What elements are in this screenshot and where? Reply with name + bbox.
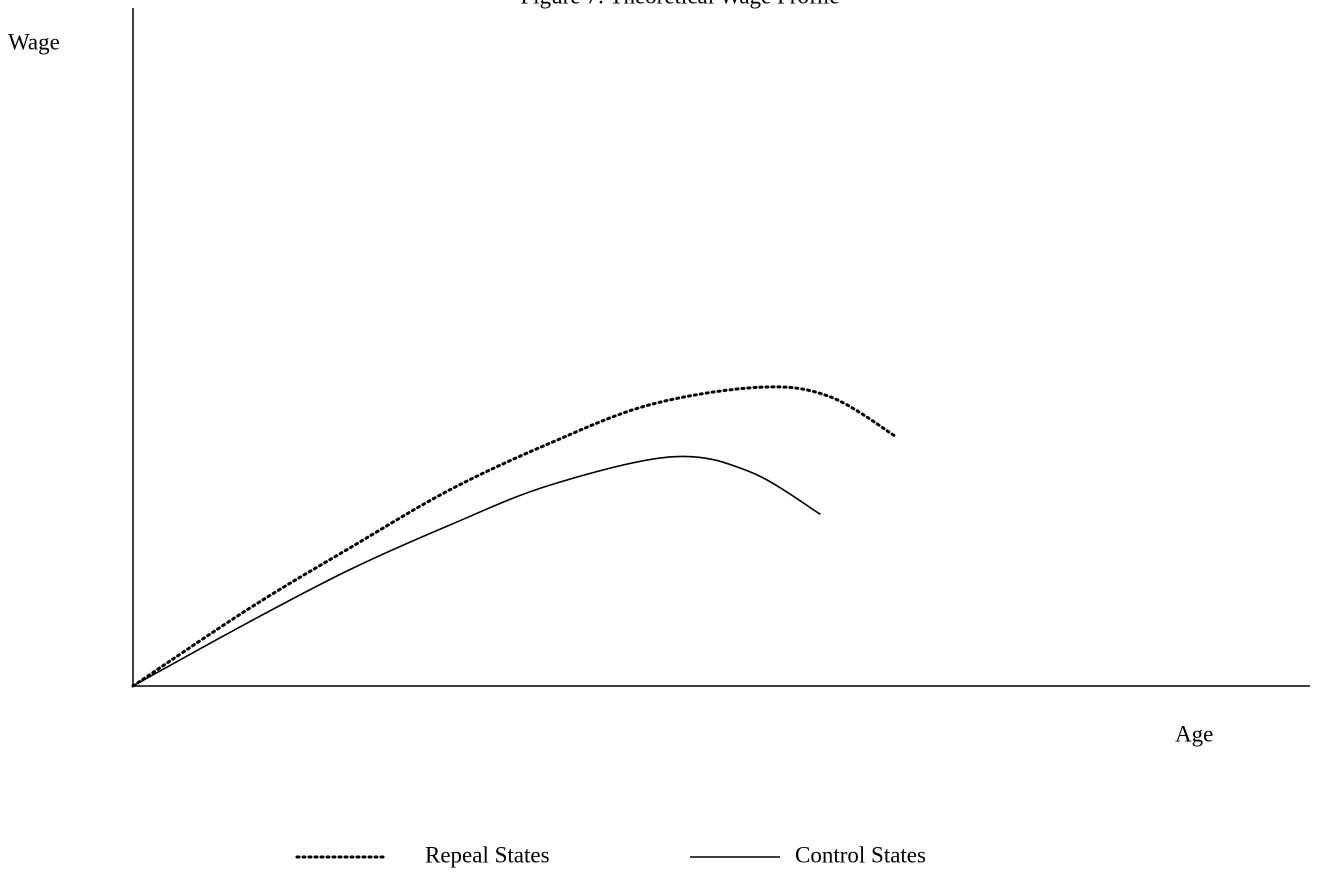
- legend-label: Repeal States: [425, 842, 550, 867]
- y-axis-label: Wage: [8, 29, 60, 54]
- series-line: [132, 455, 821, 687]
- x-axis-label: Age: [1175, 721, 1213, 746]
- series-line: [131, 385, 899, 688]
- chart-title: Figure 7: Theoretical Wage Profile: [520, 0, 839, 8]
- legend-label: Control States: [795, 842, 926, 867]
